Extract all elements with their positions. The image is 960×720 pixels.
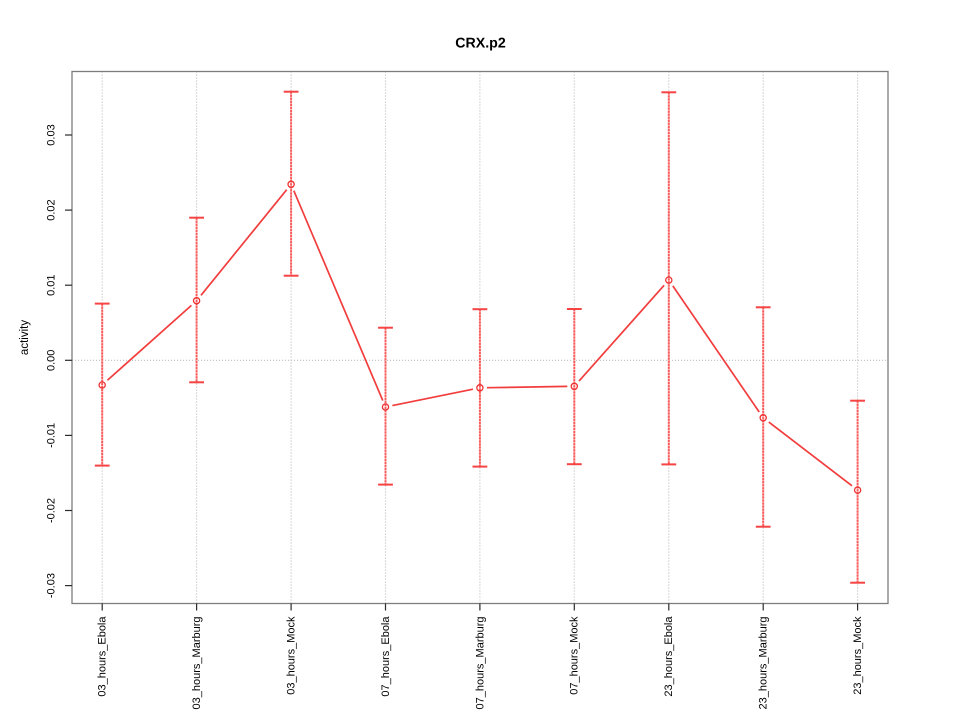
svg-text:0.01: 0.01 bbox=[46, 274, 58, 295]
svg-text:activity: activity bbox=[19, 320, 31, 355]
svg-text:23_hours_Ebola: 23_hours_Ebola bbox=[663, 616, 675, 697]
svg-text:0.00: 0.00 bbox=[46, 350, 58, 371]
svg-text:0.03: 0.03 bbox=[46, 124, 58, 145]
svg-text:07_hours_Marburg: 07_hours_Marburg bbox=[474, 617, 486, 710]
svg-text:07_hours_Ebola: 07_hours_Ebola bbox=[380, 616, 392, 697]
svg-text:03_hours_Ebola: 03_hours_Ebola bbox=[97, 616, 109, 697]
svg-text:23_hours_Marburg: 23_hours_Marburg bbox=[758, 617, 770, 710]
svg-text:CRX.p2: CRX.p2 bbox=[455, 35, 506, 51]
svg-text:-0.02: -0.02 bbox=[46, 498, 58, 523]
svg-text:-0.03: -0.03 bbox=[46, 573, 58, 598]
svg-text:0.02: 0.02 bbox=[46, 199, 58, 220]
svg-text:03_hours_Marburg: 03_hours_Marburg bbox=[191, 617, 203, 710]
svg-text:23_hours_Mock: 23_hours_Mock bbox=[852, 616, 864, 695]
svg-text:07_hours_Mock: 07_hours_Mock bbox=[569, 616, 581, 695]
svg-text:03_hours_Mock: 03_hours_Mock bbox=[286, 616, 298, 695]
svg-text:-0.01: -0.01 bbox=[46, 423, 58, 448]
